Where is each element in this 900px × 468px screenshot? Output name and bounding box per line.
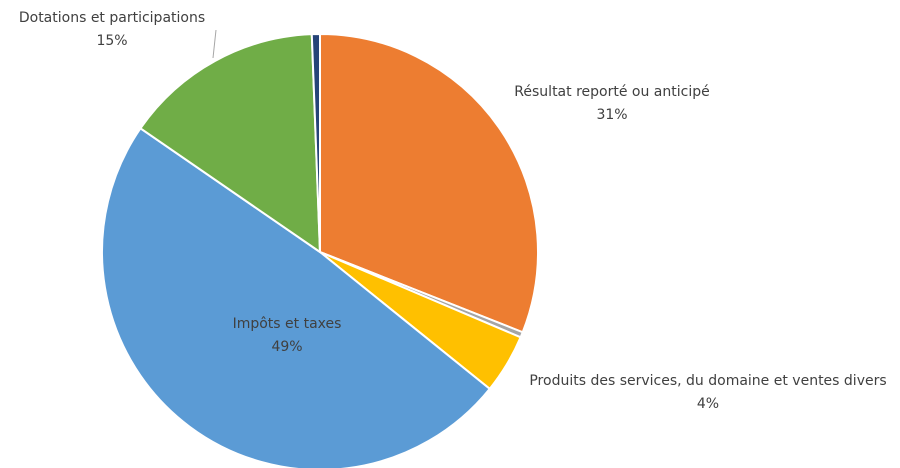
- slice-value-label: 49%: [271, 339, 302, 355]
- slice-label: Produits des services, du domaine et ven…: [529, 373, 886, 389]
- pie-slice: [319, 32, 539, 334]
- slice-label: Dotations et participations: [19, 10, 205, 26]
- slice-label: Impôts et taxes: [233, 316, 342, 332]
- slice-label: Résultat reporté ou anticipé: [514, 84, 709, 100]
- pie-slice: [310, 32, 321, 253]
- pie-slice: [139, 33, 322, 254]
- leader-line: [212, 29, 217, 59]
- slice-value-label: 31%: [596, 107, 627, 123]
- slice-value-label: 15%: [96, 33, 127, 49]
- slice-value-label: 4%: [697, 396, 719, 412]
- pie-slice: [101, 126, 492, 468]
